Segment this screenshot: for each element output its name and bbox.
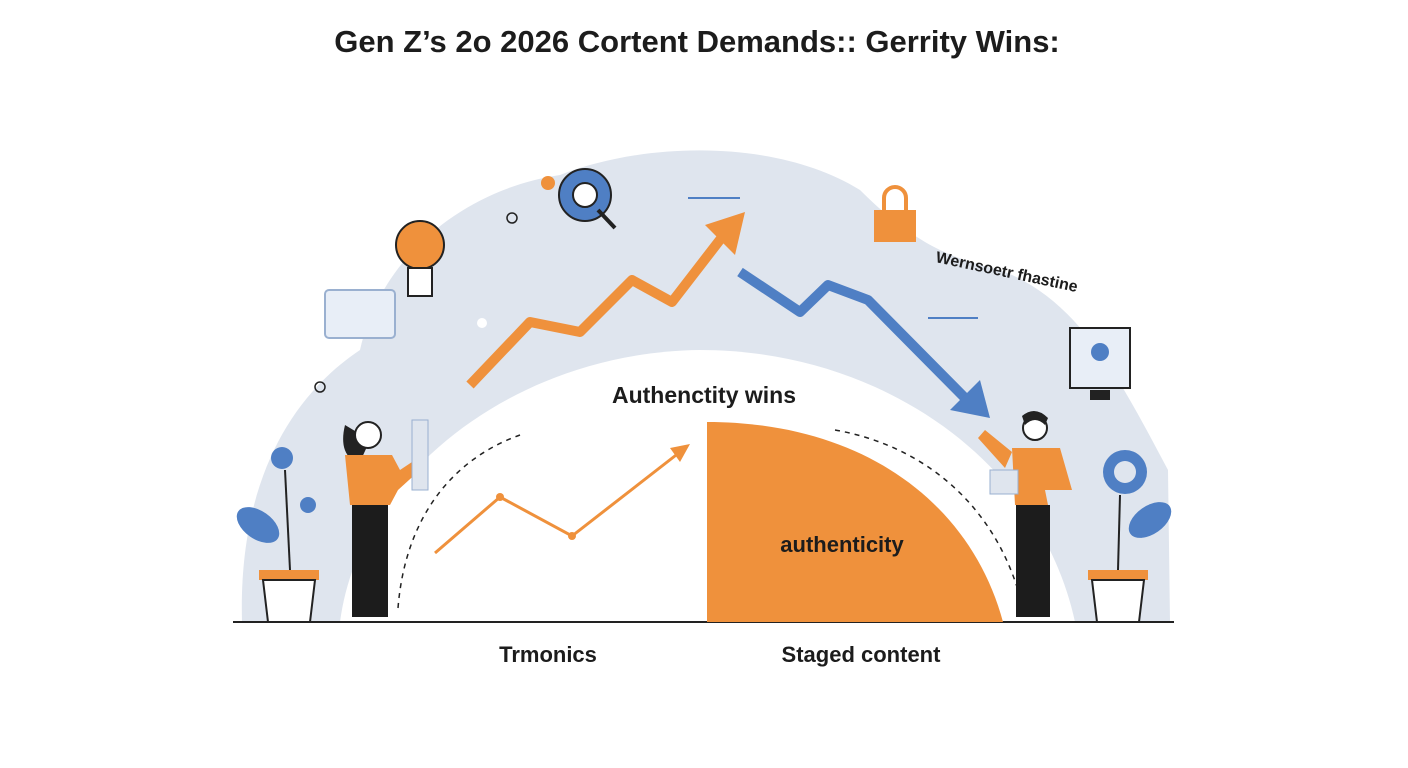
coin-gear-icon <box>1103 450 1147 494</box>
left-plant <box>236 447 319 623</box>
chat-icon <box>324 289 396 339</box>
top-label: Authenctity wins <box>612 382 796 408</box>
inner-line <box>434 450 681 555</box>
decor-dot <box>477 318 487 328</box>
inner-line-head <box>670 444 690 462</box>
right-plant <box>1088 494 1172 623</box>
lock-icon <box>874 185 916 242</box>
dashed-arc <box>834 429 1019 591</box>
rising-arrow <box>466 228 730 389</box>
decor-dot <box>314 381 326 393</box>
gear-icon <box>541 168 617 230</box>
right-caption: Staged content <box>782 642 942 667</box>
right-person <box>978 410 1072 617</box>
dashed-arc <box>397 434 521 609</box>
lightbulb-icon <box>395 220 445 297</box>
monitor-icon <box>1069 327 1131 400</box>
orange-shape <box>707 422 1003 622</box>
rising-arrow-head <box>705 212 745 255</box>
falling-arrow <box>737 267 969 402</box>
falling-arrow-head <box>950 380 990 418</box>
decor-dot <box>506 212 518 224</box>
left-caption: Trmonics <box>499 642 597 667</box>
left-person <box>343 419 429 617</box>
title: Gen Z’s 2o 2026 Cortent Demands:: Gerrit… <box>334 24 1060 59</box>
inner-point <box>496 493 504 501</box>
shape-label: authenticity <box>780 532 904 557</box>
inner-point <box>568 532 576 540</box>
